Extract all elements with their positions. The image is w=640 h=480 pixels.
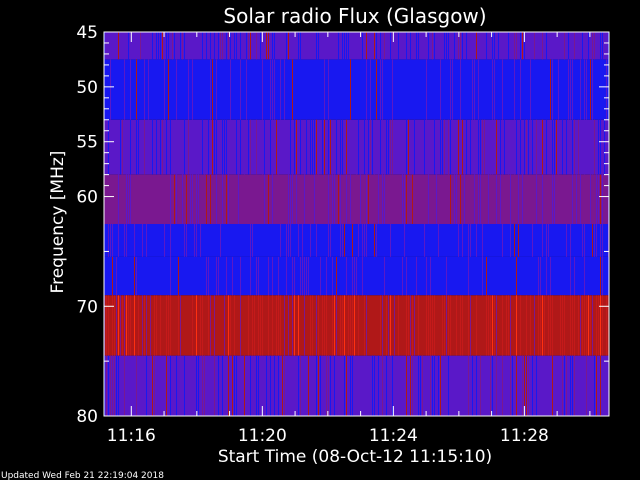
x-axis-label: Start Time (08-Oct-12 11:15:10) bbox=[218, 447, 492, 467]
band-texture bbox=[104, 295, 607, 356]
frequency-band bbox=[104, 32, 609, 60]
frequency-band bbox=[104, 119, 609, 175]
band-texture bbox=[108, 119, 605, 175]
plot-frame bbox=[103, 31, 610, 417]
y-tick-label: 50 bbox=[76, 78, 98, 98]
y-tick-label: 70 bbox=[76, 297, 98, 317]
frequency-band bbox=[104, 355, 609, 416]
y-tick-label: 60 bbox=[76, 188, 98, 208]
band-texture bbox=[118, 174, 609, 224]
y-tick-label: 45 bbox=[76, 23, 98, 43]
y-axis-label: Frequency [MHz] bbox=[48, 151, 68, 294]
frequency-band bbox=[104, 224, 609, 257]
x-tick-label: 11:28 bbox=[500, 426, 549, 446]
band-texture bbox=[104, 355, 601, 416]
band-texture bbox=[104, 32, 609, 60]
x-tick-label: 11:16 bbox=[107, 426, 156, 446]
updated-timestamp: Updated Wed Feb 21 22:19:04 2018 bbox=[1, 471, 164, 480]
spectrogram-cells bbox=[104, 32, 609, 416]
y-tick-label: 80 bbox=[76, 407, 98, 427]
band-texture bbox=[112, 256, 603, 296]
chart-title: Solar radio Flux (Glasgow) bbox=[223, 4, 486, 28]
axis-ticks bbox=[104, 31, 609, 417]
x-tick-label: 11:20 bbox=[238, 426, 287, 446]
frequency-band bbox=[104, 295, 609, 356]
band-texture bbox=[110, 59, 607, 120]
x-tick-label: 11:24 bbox=[369, 426, 418, 446]
y-tick-label: 55 bbox=[76, 133, 98, 153]
axis-labels: 45 50 55 60 70 80 11:16 11:20 11:24 11:28 bbox=[76, 23, 549, 446]
frequency-band bbox=[104, 59, 609, 120]
